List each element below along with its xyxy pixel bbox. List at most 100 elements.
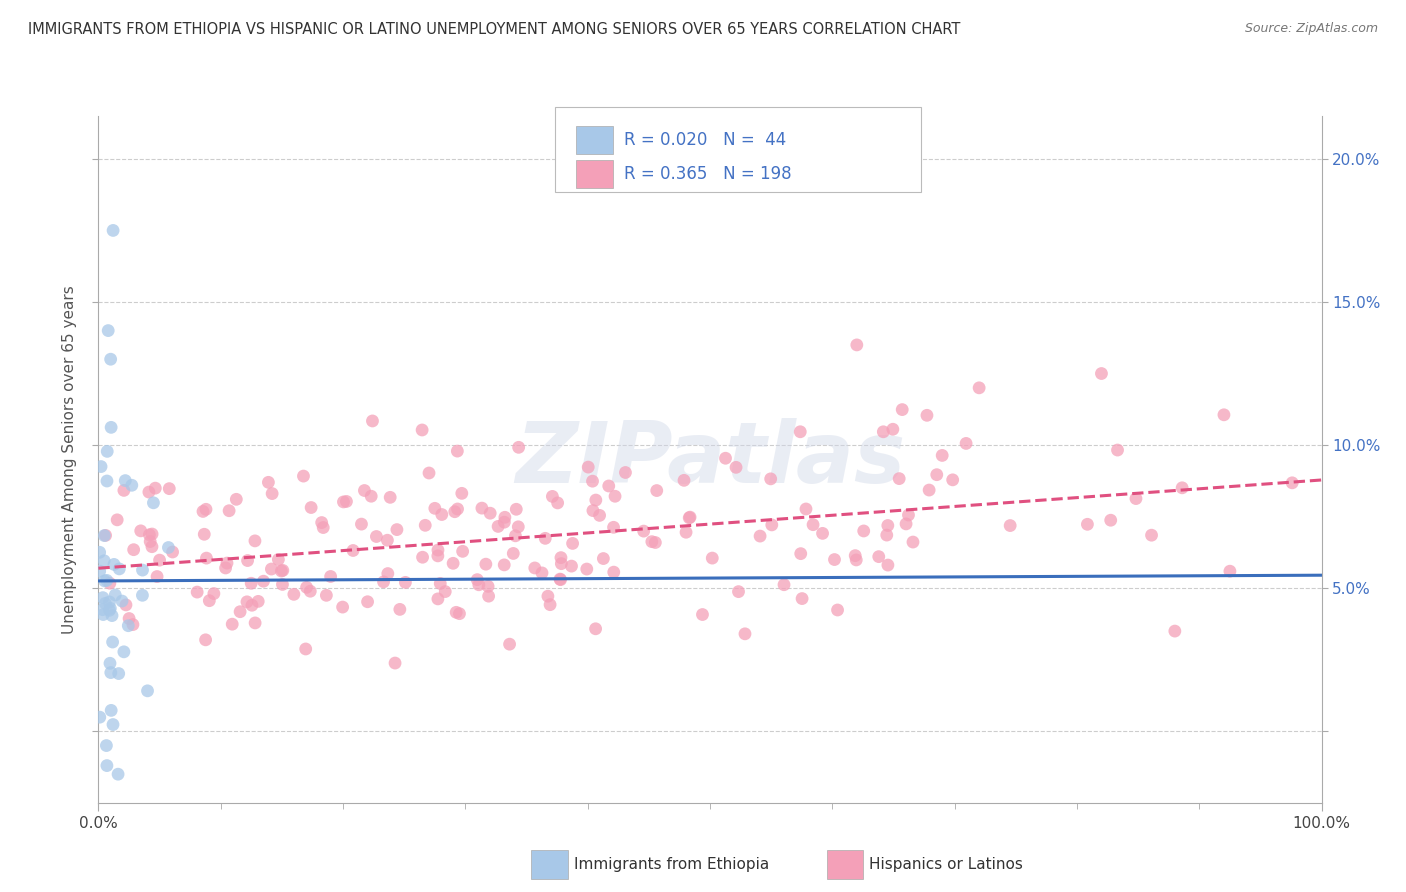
Point [380, 491, 402, 505]
Point [114, 474, 136, 488]
Point [353, 483, 375, 498]
Point [107, 666, 129, 681]
Point [104, 588, 127, 602]
Text: ZIPatlas: ZIPatlas [515, 417, 905, 501]
Point [443, 505, 465, 519]
Point [845, 338, 868, 352]
Point [876, 518, 898, 533]
Point [942, 473, 965, 487]
Point [585, 622, 607, 636]
Point [243, 533, 266, 548]
Point [299, 500, 322, 515]
Point [897, 508, 920, 522]
Point [101, 635, 124, 649]
Point [430, 508, 453, 522]
Point [100, 352, 122, 367]
Point [581, 474, 603, 488]
Point [645, 483, 668, 498]
Point [444, 605, 467, 619]
Point [101, 608, 124, 623]
Point [1099, 513, 1122, 527]
Point [1164, 624, 1187, 639]
Point [550, 550, 572, 565]
Point [131, 563, 153, 577]
Point [94, 528, 117, 542]
Point [931, 449, 953, 463]
Point [560, 559, 582, 574]
Point [96, 474, 118, 488]
Point [411, 423, 433, 437]
Text: R = 0.020   N =  44: R = 0.020 N = 44 [624, 131, 786, 149]
Point [384, 656, 406, 670]
Point [479, 506, 502, 520]
Point [790, 591, 813, 606]
Point [89, 564, 111, 578]
Point [221, 617, 243, 632]
Point [315, 588, 337, 602]
Point [240, 576, 263, 591]
Point [111, 594, 134, 608]
Point [129, 524, 152, 538]
Point [644, 535, 666, 549]
Point [98, 595, 121, 609]
Point [498, 637, 520, 651]
Point [141, 540, 163, 554]
Point [193, 527, 215, 541]
Point [889, 472, 911, 486]
Point [388, 602, 411, 616]
Point [236, 595, 259, 609]
Point [385, 523, 408, 537]
Point [198, 593, 221, 607]
Point [955, 436, 977, 450]
Point [672, 473, 695, 487]
Point [96, 574, 118, 588]
Point [827, 603, 849, 617]
Point [270, 564, 292, 578]
Point [350, 517, 373, 532]
Point [773, 578, 796, 592]
Point [434, 584, 457, 599]
Point [426, 543, 449, 558]
Y-axis label: Unemployment Among Seniors over 65 years: Unemployment Among Seniors over 65 years [62, 285, 77, 633]
Point [901, 535, 924, 549]
Point [89, 710, 111, 724]
Point [477, 579, 499, 593]
Point [468, 578, 491, 592]
Point [373, 574, 395, 589]
Point [494, 558, 516, 572]
Point [824, 552, 846, 566]
Point [426, 549, 449, 563]
Point [891, 402, 914, 417]
Point [876, 528, 898, 542]
Point [508, 440, 530, 454]
Text: Source: ZipAtlas.com: Source: ZipAtlas.com [1244, 22, 1378, 36]
Point [157, 541, 180, 555]
Point [801, 517, 824, 532]
Point [143, 481, 166, 495]
Point [93, 554, 115, 568]
Point [240, 599, 263, 613]
Point [412, 550, 434, 565]
Point [789, 425, 811, 439]
Point [449, 607, 471, 621]
Point [724, 460, 747, 475]
Point [450, 486, 472, 500]
Point [471, 501, 494, 516]
Point [356, 595, 378, 609]
Point [530, 566, 553, 580]
Point [202, 586, 225, 600]
Point [186, 585, 208, 599]
Point [112, 483, 135, 498]
Point [1171, 481, 1194, 495]
Point [115, 598, 138, 612]
Point [96, 444, 118, 458]
Point [91, 607, 114, 622]
Point [96, 739, 118, 753]
Point [260, 562, 283, 576]
Point [195, 502, 218, 516]
Point [576, 460, 599, 475]
Point [1125, 491, 1147, 506]
Point [149, 553, 172, 567]
Point [101, 717, 124, 731]
Point [614, 466, 637, 480]
